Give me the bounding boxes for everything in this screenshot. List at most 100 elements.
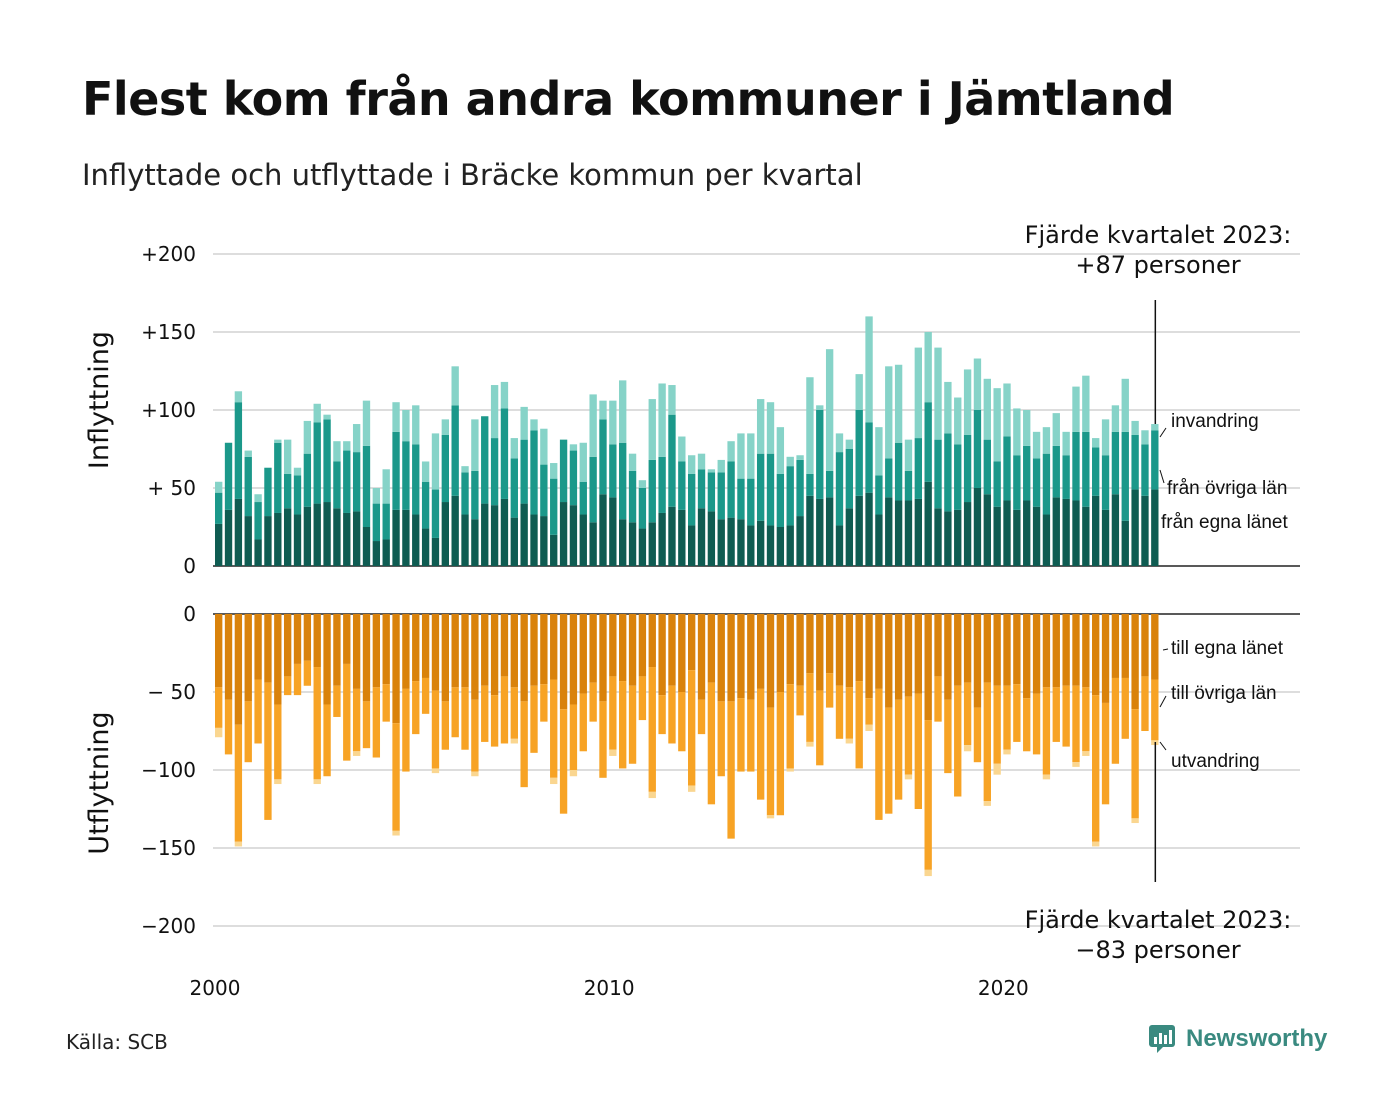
bar-segment <box>510 438 518 459</box>
bar-segment <box>461 472 469 515</box>
bar-segment <box>737 433 745 479</box>
bar-segment <box>756 520 765 566</box>
bar-segment <box>1023 614 1031 699</box>
bar-segment <box>343 512 351 566</box>
bar-segment <box>697 699 706 735</box>
bar-segment <box>638 480 647 488</box>
bar-segment <box>993 506 1001 566</box>
bar-segment <box>756 453 765 521</box>
bar-segment <box>441 434 449 503</box>
bar-segment <box>688 473 696 526</box>
bar-segment <box>963 614 972 683</box>
bar-segment <box>796 614 804 686</box>
bar-segment <box>668 385 676 415</box>
bar-segment <box>885 458 893 498</box>
bar-segment <box>392 431 400 510</box>
bar-segment <box>254 494 262 503</box>
bar-segment <box>609 400 617 445</box>
bar-segment <box>510 614 518 688</box>
bar-segment <box>264 467 272 517</box>
bar-segment <box>352 424 361 453</box>
bar-segment <box>934 347 942 440</box>
bar-segment <box>894 614 903 700</box>
annotation-top-line1: Fjärde kvartalet 2023: <box>1025 221 1292 249</box>
bar-segment <box>1131 614 1139 710</box>
bar-segment <box>1062 431 1070 456</box>
bar-segment <box>234 498 243 566</box>
bar-segment <box>274 704 282 780</box>
x-tick-label: 2010 <box>584 976 635 1000</box>
bar-segment <box>855 495 863 566</box>
bar-segment <box>1131 489 1139 566</box>
bar-segment <box>540 684 548 722</box>
label-leader <box>1159 427 1167 438</box>
bar-segment <box>510 458 518 518</box>
bar-segment <box>510 517 518 566</box>
bar-segment <box>707 614 716 683</box>
bar-segment <box>490 695 499 747</box>
bars-layer <box>215 316 1159 877</box>
bar-segment <box>362 400 371 446</box>
bar-segment <box>973 358 982 410</box>
bar-segment <box>550 679 558 778</box>
y-tick-label: +200 <box>141 242 196 266</box>
bar-segment <box>1151 614 1159 680</box>
bar-segment <box>481 685 489 742</box>
bar-segment <box>1042 774 1051 780</box>
bar-segment <box>372 541 381 566</box>
bar-segment <box>264 516 272 566</box>
bar-segment <box>352 452 361 512</box>
bar-segment <box>471 771 479 777</box>
bar-segment <box>707 472 716 512</box>
bar-segment <box>1013 408 1021 456</box>
bar-segment <box>835 614 844 686</box>
bar-segment <box>520 614 528 702</box>
bar-segment <box>579 442 587 482</box>
grid-layer <box>213 253 1300 927</box>
bar-segment <box>668 414 676 507</box>
bar-segment <box>619 442 627 520</box>
bar-segment <box>973 488 982 566</box>
bar-segment <box>362 614 371 702</box>
bar-segment <box>924 402 932 482</box>
bar-segment <box>599 400 607 420</box>
bar-segment <box>303 660 312 686</box>
bar-segment <box>471 519 479 566</box>
bar-segment <box>283 439 292 474</box>
bar-segment <box>274 614 282 705</box>
bar-segment <box>530 514 538 566</box>
bar-segment <box>1062 455 1070 499</box>
bar-segment <box>1072 500 1080 566</box>
bar-segment <box>796 516 804 566</box>
bar-segment <box>343 614 351 664</box>
bar-segment <box>786 456 794 467</box>
bar-segment <box>283 676 292 696</box>
bar-segment <box>244 456 252 517</box>
bar-segment <box>461 614 469 688</box>
bar-segment <box>806 741 814 747</box>
bar-segment <box>648 399 656 460</box>
bar-segment <box>559 439 568 503</box>
bar-segment <box>885 366 893 459</box>
bar-segment <box>766 614 775 708</box>
label-fran-egna-lanet: från egna länet <box>1161 512 1288 533</box>
bar-segment <box>500 676 509 744</box>
bar-segment <box>540 464 548 517</box>
bar-segment <box>786 684 794 769</box>
bar-segment <box>293 467 302 476</box>
bar-segment <box>343 663 351 761</box>
bar-segment <box>293 663 302 696</box>
bar-segment <box>973 707 982 763</box>
bar-segment <box>855 681 863 769</box>
bar-segment <box>816 410 824 499</box>
bar-segment <box>697 453 706 470</box>
bar-segment <box>1042 614 1051 688</box>
bar-segment <box>569 704 578 770</box>
bar-segment <box>1101 419 1110 456</box>
bar-segment <box>372 614 381 688</box>
bar-segment <box>343 450 351 513</box>
bar-segment <box>431 489 440 538</box>
bar-segment <box>747 699 755 772</box>
bar-segment <box>1003 383 1011 437</box>
bar-segment <box>313 403 321 423</box>
